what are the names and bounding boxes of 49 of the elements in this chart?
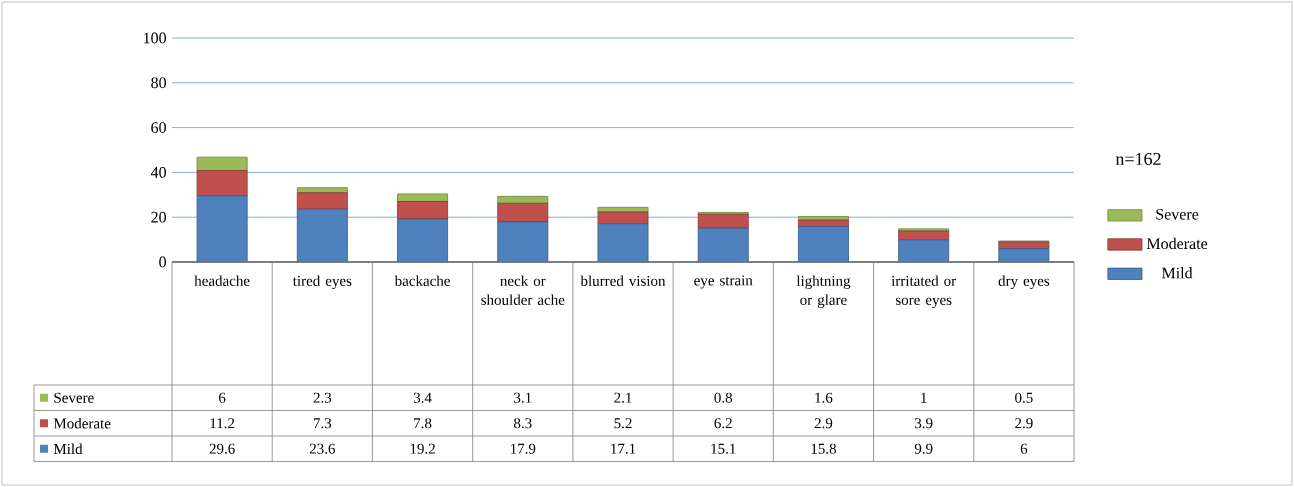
text: n=162 bbox=[1115, 152, 1161, 166]
text: Moderate bbox=[53, 417, 111, 429]
data-label: 11.2 bbox=[210, 418, 235, 429]
x-tick-label: neck or shoulder ache bbox=[481, 275, 565, 305]
text: Severe bbox=[54, 392, 94, 403]
data-label: 29.6 bbox=[209, 443, 235, 454]
data-label: 2.9 bbox=[814, 418, 833, 429]
y-tick-label: 40 bbox=[150, 167, 167, 178]
data-label: 7.3 bbox=[313, 418, 332, 429]
data-label: 2.1 bbox=[614, 392, 632, 403]
data-label: 3.4 bbox=[413, 392, 432, 403]
y-tick-label: 100 bbox=[144, 32, 167, 44]
x-tick-label: dry eyes bbox=[998, 275, 1050, 290]
legend-label: Moderate bbox=[1146, 237, 1208, 250]
data-label: 6 bbox=[219, 392, 226, 403]
data-label: 6 bbox=[1020, 443, 1028, 454]
x-tick-label: irritated or sore eyes bbox=[891, 275, 957, 309]
data-label: 0.5 bbox=[1015, 392, 1033, 403]
data-label: 19.2 bbox=[410, 443, 435, 454]
x-tick-label: headache bbox=[194, 275, 250, 286]
x-tick-label: tired eyes bbox=[292, 275, 352, 290]
data-label: 1 bbox=[921, 392, 927, 403]
data-label: 3.9 bbox=[915, 418, 933, 429]
x-tick-label: eye strain bbox=[694, 275, 753, 289]
data-label: 0.8 bbox=[714, 392, 733, 403]
data-label: 23.6 bbox=[309, 443, 336, 454]
data-label: 17.9 bbox=[510, 443, 536, 454]
data-label: 9.9 bbox=[914, 443, 933, 454]
data-label: 17.1 bbox=[611, 443, 636, 454]
y-tick-label: 20 bbox=[151, 211, 167, 223]
x-tick-label: blurred vision bbox=[580, 275, 666, 286]
y-tick-label: 0 bbox=[159, 256, 167, 268]
y-tick-label: 80 bbox=[151, 77, 167, 89]
legend-label: Severe bbox=[1156, 208, 1199, 220]
data-label: 15.1 bbox=[711, 443, 736, 454]
x-tick-label: lightning or glare bbox=[796, 275, 851, 309]
data-label: 7.8 bbox=[414, 418, 432, 429]
y-tick-label: 60 bbox=[151, 122, 167, 133]
data-label: 15.8 bbox=[811, 443, 837, 454]
data-label: 2.3 bbox=[313, 392, 332, 403]
data-label: 3.1 bbox=[514, 392, 532, 403]
data-label: 5.2 bbox=[614, 418, 632, 429]
data-label: 1.6 bbox=[815, 392, 833, 403]
data-label: 8.3 bbox=[513, 418, 532, 429]
data-label: 2.9 bbox=[1015, 418, 1033, 429]
data-label: 6.2 bbox=[714, 418, 732, 429]
x-tick-label: backache bbox=[394, 275, 450, 286]
legend-label: Mild bbox=[1161, 267, 1193, 279]
text: Mild bbox=[53, 443, 83, 455]
